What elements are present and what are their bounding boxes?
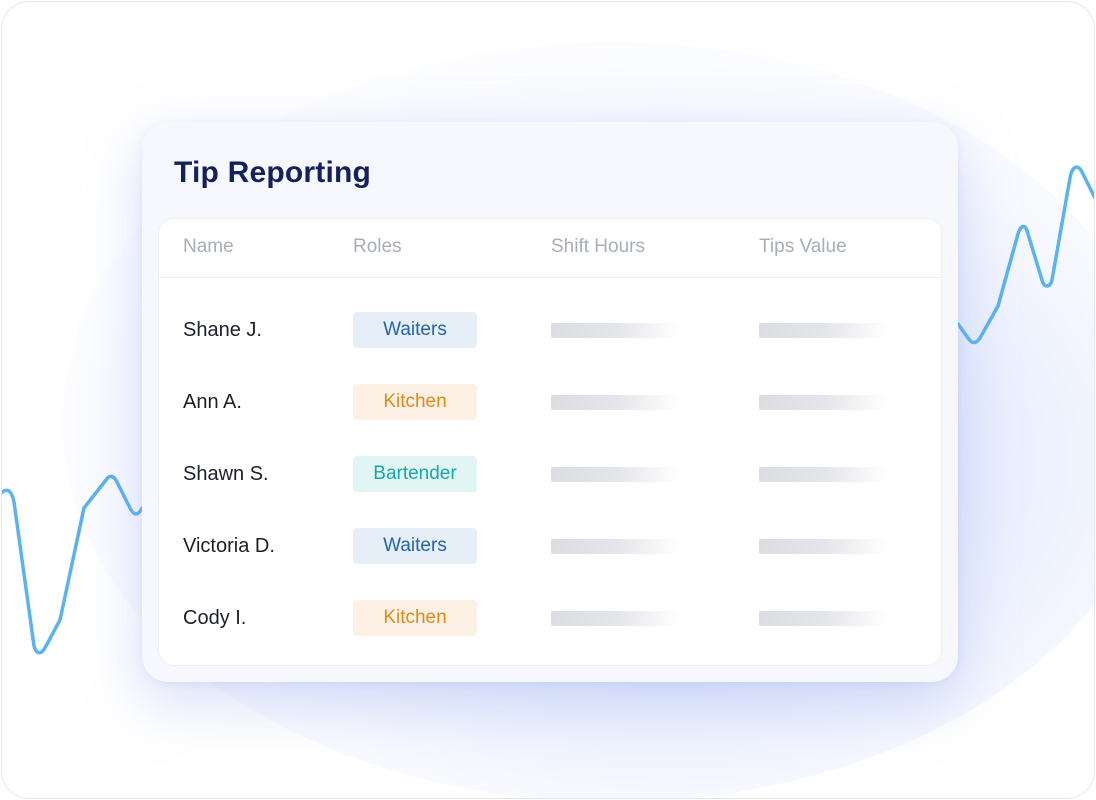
card-title: Tip Reporting — [174, 156, 372, 189]
shift-hours-placeholder — [551, 611, 681, 626]
header-roles: Roles — [353, 236, 402, 257]
header-shift-hours: Shift Hours — [551, 236, 645, 257]
tips-value-placeholder — [759, 323, 889, 338]
table-row: Shane J. Waiters — [159, 293, 941, 365]
employee-name: Shawn S. — [183, 463, 269, 485]
role-badge: Waiters — [353, 528, 477, 564]
employee-name: Cody I. — [183, 607, 247, 629]
role-badge: Kitchen — [353, 384, 477, 420]
employee-name: Victoria D. — [183, 535, 275, 557]
role-badge: Kitchen — [353, 600, 477, 636]
table-header: Name Roles Shift Hours Tips Value — [159, 219, 941, 278]
table-row: Ann A. Kitchen — [159, 365, 941, 437]
shift-hours-placeholder — [551, 539, 681, 554]
table-row: Victoria D. Waiters — [159, 509, 941, 581]
header-name: Name — [183, 236, 234, 257]
tip-table: Name Roles Shift Hours Tips Value Shane … — [158, 218, 942, 666]
header-tips-value: Tips Value — [759, 236, 847, 257]
tips-value-placeholder — [759, 539, 889, 554]
employee-name: Shane J. — [183, 319, 262, 341]
shift-hours-placeholder — [551, 395, 681, 410]
shift-hours-placeholder — [551, 467, 681, 482]
tips-value-placeholder — [759, 467, 889, 482]
tip-reporting-card: Tip Reporting Name Roles Shift Hours Tip… — [142, 122, 958, 682]
tips-value-placeholder — [759, 611, 889, 626]
table-row: Shawn S. Bartender — [159, 437, 941, 509]
trend-line-right — [956, 165, 1094, 345]
role-badge: Bartender — [353, 456, 477, 492]
employee-name: Ann A. — [183, 391, 242, 413]
role-badge: Waiters — [353, 312, 477, 348]
tips-value-placeholder — [759, 395, 889, 410]
table-row: Cody I. Kitchen — [159, 581, 941, 653]
trend-line-left — [2, 474, 144, 655]
shift-hours-placeholder — [551, 323, 681, 338]
